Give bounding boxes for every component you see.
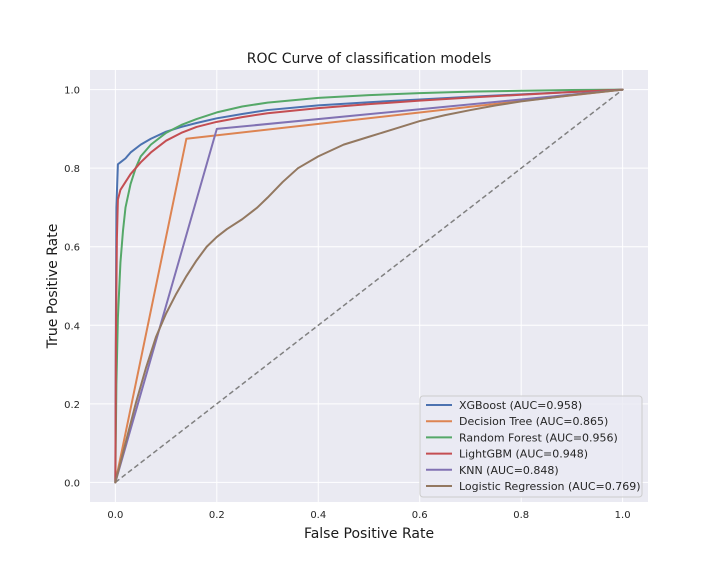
roc-line-random-forest [114, 88, 624, 484]
y-tick-label: 0.6 [64, 243, 80, 254]
legend-label-knn: KNN (AUC=0.848) [459, 464, 559, 477]
y-tick-label: 0.8 [64, 164, 80, 175]
x-tick-label: 0.6 [412, 510, 428, 521]
tick-labels: 0.0 0.2 0.4 0.6 0.8 1.0 0.0 0.2 0.4 0.6 0.8 1.0 [64, 86, 630, 521]
legend-label-xgboost: XGBoost (AUC=0.958) [459, 399, 582, 412]
x-tick-label: 0.4 [310, 510, 326, 521]
x-tick-label: 0.8 [513, 510, 529, 521]
grid [90, 70, 648, 502]
y-axis-label: True Positive Rate [45, 224, 61, 350]
x-axis-label: False Positive Rate [304, 526, 434, 542]
roc-line-lightgbm [114, 88, 624, 484]
chart-title: ROC Curve of classification models [247, 51, 492, 67]
legend-label-lightgbm: LightGBM (AUC=0.948) [459, 448, 588, 461]
y-tick-label: 0.0 [64, 478, 80, 489]
legend-label-random-forest: Random Forest (AUC=0.956) [459, 431, 618, 444]
legend: XGBoost (AUC=0.958) Decision Tree (AUC=0.… [419, 395, 643, 498]
reference-line-layer [114, 89, 624, 483]
x-tick-label: 0.0 [107, 510, 123, 521]
series-layer [114, 88, 624, 484]
roc-line-logistic-regression [114, 88, 624, 484]
chance-reference-line [114, 89, 624, 483]
x-tick-label: 0.2 [209, 510, 225, 521]
y-tick-label: 0.2 [64, 400, 80, 411]
roc-line-knn [114, 88, 624, 484]
legend-box [419, 395, 643, 498]
x-tick-label: 1.0 [615, 510, 631, 521]
roc-line-decision-tree [114, 88, 624, 484]
y-tick-label: 1.0 [64, 86, 80, 97]
legend-label-logistic-regression: Logistic Regression (AUC=0.769) [459, 480, 641, 493]
legend-label-decision-tree: Decision Tree (AUC=0.865) [459, 415, 608, 428]
y-tick-label: 0.4 [64, 321, 80, 332]
